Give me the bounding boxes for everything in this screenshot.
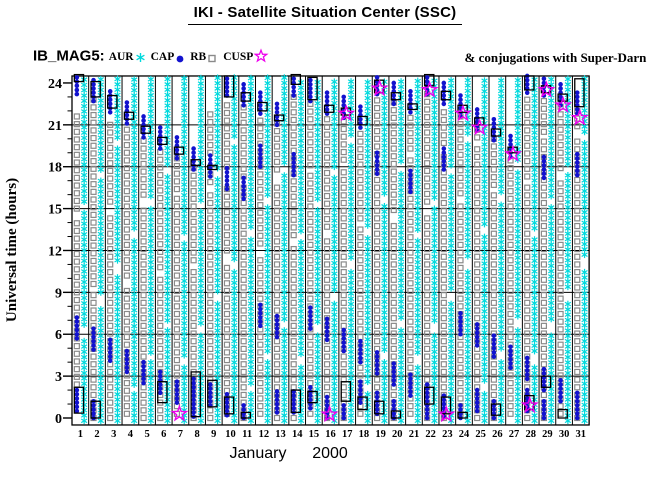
svg-text:1: 1 (78, 429, 83, 440)
open-square-icon (208, 54, 216, 63)
svg-text:12: 12 (48, 244, 62, 259)
svg-text:18: 18 (359, 429, 370, 440)
asterisk-icon (135, 53, 145, 62)
svg-text:24: 24 (459, 429, 470, 440)
conjugations-note: & conjugations with Super-Darn : (464, 50, 650, 65)
svg-text:23: 23 (442, 429, 453, 440)
svg-text:31: 31 (576, 429, 587, 440)
x-axis: 1 2 3 4 5 6 7 8 9 10 11 12 13 14 15 16 17 18 19 20 21 22 23 24 2… (78, 429, 586, 462)
svg-text:25: 25 (475, 429, 486, 440)
svg-text:30: 30 (559, 429, 570, 440)
cusp-series (170, 79, 589, 423)
svg-text:10: 10 (225, 429, 236, 440)
svg-text:Universal time (hours): Universal time (hours) (4, 178, 20, 322)
conjunction-boxes (73, 73, 585, 419)
svg-text:2: 2 (94, 429, 99, 440)
svg-text:13: 13 (275, 429, 286, 440)
svg-text:28: 28 (525, 429, 536, 440)
filled-circle-icon (176, 55, 184, 63)
y-axis: 0 3 6 9 12 15 18 21 24 (48, 77, 72, 427)
svg-text:24: 24 (48, 77, 62, 92)
svg-text:19: 19 (375, 429, 386, 440)
plot-grid (71, 75, 590, 426)
title-row: IKI - Satellite Situation Center (SSC) (0, 4, 650, 25)
svg-text:5: 5 (144, 429, 149, 440)
svg-text:3: 3 (55, 370, 62, 385)
rb-series (73, 91, 581, 422)
legend-label-rb: RB (190, 51, 207, 63)
svg-text:January: January (230, 445, 287, 462)
legend-label-aur: AUR (108, 51, 134, 63)
y-axis-title: Universal time (hours) (4, 178, 20, 322)
svg-text:9: 9 (55, 286, 62, 301)
svg-text:6: 6 (161, 429, 166, 440)
legend-label-cusp: CUSP (223, 51, 254, 63)
legend-item-aur: AUR (109, 47, 147, 65)
svg-text:18: 18 (48, 161, 62, 176)
legend-item-cap: CAP (151, 47, 187, 65)
svg-text:15: 15 (309, 429, 320, 440)
svg-text:29: 29 (542, 429, 553, 440)
cap-series (74, 73, 580, 421)
legend: IB_MAG5: AUR CAP RB CUSP (33, 47, 269, 67)
svg-text:4: 4 (128, 429, 134, 440)
svg-text:11: 11 (242, 429, 252, 440)
svg-text:9: 9 (211, 429, 216, 440)
svg-text:2000: 2000 (312, 445, 348, 462)
svg-text:22: 22 (425, 429, 436, 440)
svg-text:12: 12 (259, 429, 270, 440)
svg-text:20: 20 (392, 429, 403, 440)
svg-text:16: 16 (325, 429, 336, 440)
svg-text:27: 27 (509, 429, 520, 440)
svg-text:26: 26 (492, 429, 503, 440)
svg-text:8: 8 (194, 429, 199, 440)
svg-text:14: 14 (292, 429, 303, 440)
svg-text:21: 21 (409, 429, 420, 440)
svg-text:7: 7 (178, 429, 183, 440)
dataset-label: IB_MAG5: (33, 47, 105, 65)
legend-item-cusp: CUSP (223, 47, 269, 65)
svg-text:15: 15 (48, 203, 62, 218)
svg-text:0: 0 (55, 412, 62, 427)
svg-text:3: 3 (111, 429, 116, 440)
svg-text:21: 21 (48, 119, 62, 134)
svg-text:17: 17 (342, 429, 353, 440)
open-star-icon (253, 48, 269, 63)
legend-label-cap: CAP (150, 51, 175, 63)
legend-item-rb: RB (190, 47, 219, 65)
svg-text:6: 6 (55, 328, 62, 343)
page-title: IKI - Satellite Situation Center (SSC) (187, 4, 463, 25)
